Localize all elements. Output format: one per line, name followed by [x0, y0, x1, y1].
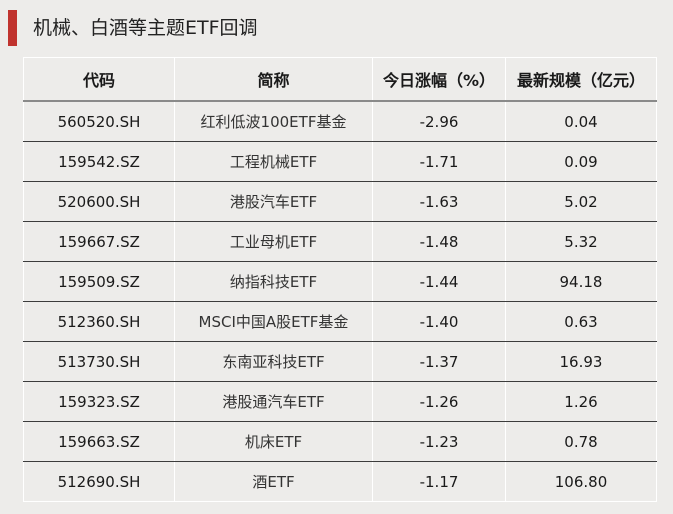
header-change: 今日涨幅（%） [372, 57, 506, 102]
cell-change: -1.37 [372, 341, 506, 382]
cell-code: 159509.SZ [23, 261, 175, 302]
cell-code: 159667.SZ [23, 221, 175, 262]
cell-size: 5.02 [505, 181, 657, 222]
cell-size: 106.80 [505, 461, 657, 502]
cell-change: -1.23 [372, 421, 506, 462]
cell-change: -1.48 [372, 221, 506, 262]
cell-name: 港股汽车ETF [174, 181, 373, 222]
cell-change: -1.63 [372, 181, 506, 222]
cell-code: 513730.SH [23, 341, 175, 382]
cell-name: 机床ETF [174, 421, 373, 462]
cell-code: 159542.SZ [23, 141, 175, 182]
cell-size: 5.32 [505, 221, 657, 262]
table-row: 159663.SZ 机床ETF -1.23 0.78 [23, 421, 657, 462]
cell-change: -1.26 [372, 381, 506, 422]
title-accent-bar [8, 10, 17, 46]
cell-size: 1.26 [505, 381, 657, 422]
header-size: 最新规模（亿元） [505, 57, 657, 102]
table-header-row: 代码 简称 今日涨幅（%） 最新规模（亿元） [23, 57, 657, 102]
cell-name: 工程机械ETF [174, 141, 373, 182]
header-code: 代码 [23, 57, 175, 102]
cell-size: 0.09 [505, 141, 657, 182]
cell-code: 512690.SH [23, 461, 175, 502]
table-row: 159542.SZ 工程机械ETF -1.71 0.09 [23, 141, 657, 182]
etf-table: 代码 简称 今日涨幅（%） 最新规模（亿元） 560520.SH 红利低波100E… [23, 57, 657, 502]
table-row: 512690.SH 酒ETF -1.17 106.80 [23, 461, 657, 502]
cell-code: 159323.SZ [23, 381, 175, 422]
table-row: 512360.SH MSCI中国A股ETF基金 -1.40 0.63 [23, 301, 657, 342]
cell-name: 红利低波100ETF基金 [174, 101, 373, 142]
cell-name: 纳指科技ETF [174, 261, 373, 302]
page-title: 机械、白酒等主题ETF回调 [33, 17, 258, 39]
cell-code: 512360.SH [23, 301, 175, 342]
cell-name: 港股通汽车ETF [174, 381, 373, 422]
table-row: 513730.SH 东南亚科技ETF -1.37 16.93 [23, 341, 657, 382]
cell-code: 560520.SH [23, 101, 175, 142]
cell-size: 16.93 [505, 341, 657, 382]
cell-code: 520600.SH [23, 181, 175, 222]
cell-change: -1.40 [372, 301, 506, 342]
cell-size: 0.63 [505, 301, 657, 342]
cell-change: -1.17 [372, 461, 506, 502]
table-row: 520600.SH 港股汽车ETF -1.63 5.02 [23, 181, 657, 222]
cell-change: -1.44 [372, 261, 506, 302]
cell-code: 159663.SZ [23, 421, 175, 462]
table-row: 560520.SH 红利低波100ETF基金 -2.96 0.04 [23, 101, 657, 142]
cell-change: -1.71 [372, 141, 506, 182]
cell-change: -2.96 [372, 101, 506, 142]
cell-size: 0.04 [505, 101, 657, 142]
table-row: 159509.SZ 纳指科技ETF -1.44 94.18 [23, 261, 657, 302]
table-row: 159323.SZ 港股通汽车ETF -1.26 1.26 [23, 381, 657, 422]
header-name: 简称 [174, 57, 373, 102]
cell-name: 工业母机ETF [174, 221, 373, 262]
cell-size: 0.78 [505, 421, 657, 462]
cell-name: 东南亚科技ETF [174, 341, 373, 382]
table-row: 159667.SZ 工业母机ETF -1.48 5.32 [23, 221, 657, 262]
cell-name: 酒ETF [174, 461, 373, 502]
cell-name: MSCI中国A股ETF基金 [174, 301, 373, 342]
cell-size: 94.18 [505, 261, 657, 302]
